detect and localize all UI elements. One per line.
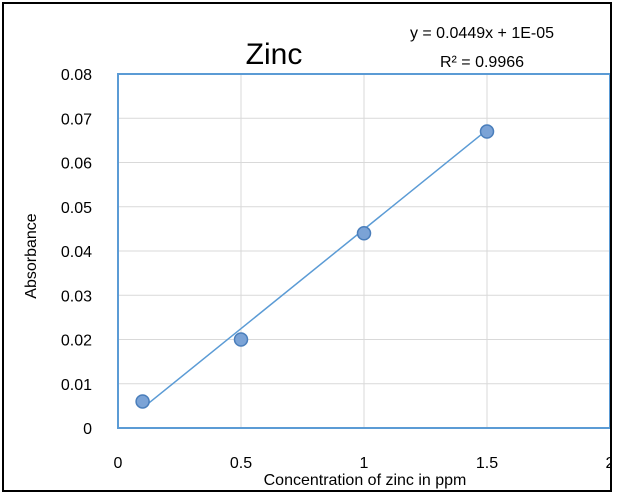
chart-title: Zinc	[246, 38, 303, 71]
x-tick-label: 1.5	[476, 455, 498, 472]
y-tick-label: 0.01	[61, 377, 92, 394]
y-axis-label: Absorbance	[23, 213, 40, 298]
y-tick-label: 0.08	[61, 67, 92, 84]
data-point	[356, 226, 372, 241]
x-axis-label: Concentration of zinc in ppm	[264, 472, 467, 489]
x-tick-label: 0.5	[230, 455, 252, 472]
chart: Zinc y = 0.0449x + 1E-05 R² = 0.9966 Abs…	[23, 25, 615, 489]
y-tick-label: 0.05	[61, 200, 92, 217]
data-point	[135, 394, 150, 409]
x-tick-label: 1	[360, 455, 369, 472]
data-point	[233, 332, 249, 347]
x-tick-label: 2	[606, 455, 610, 472]
data-point	[479, 124, 495, 139]
y-tick-label: 0.02	[61, 333, 92, 350]
trend-layer	[142, 129, 488, 409]
point-layer	[135, 124, 495, 409]
trendline-equation: y = 0.0449x + 1E-05	[410, 25, 554, 42]
chart-frame: Zinc y = 0.0449x + 1E-05 R² = 0.9966 Abs…	[2, 2, 615, 492]
y-tick-label: 0	[83, 421, 92, 438]
x-tick-label: 0	[114, 455, 123, 472]
y-tick-label: 0.07	[61, 111, 92, 128]
grid-layer	[118, 74, 610, 428]
y-tick-label: 0.03	[61, 288, 92, 305]
tick-layer: 0 0.01 0.02 0.03 0.04 0.05 0.06 0.07 0.08 0 0.5 1 1.…	[61, 67, 615, 472]
y-tick-label: 0.04	[61, 244, 92, 261]
trendline-r-squared: R² = 0.9966	[440, 54, 524, 71]
y-tick-label: 0.06	[61, 156, 92, 173]
trendline	[142, 129, 488, 409]
